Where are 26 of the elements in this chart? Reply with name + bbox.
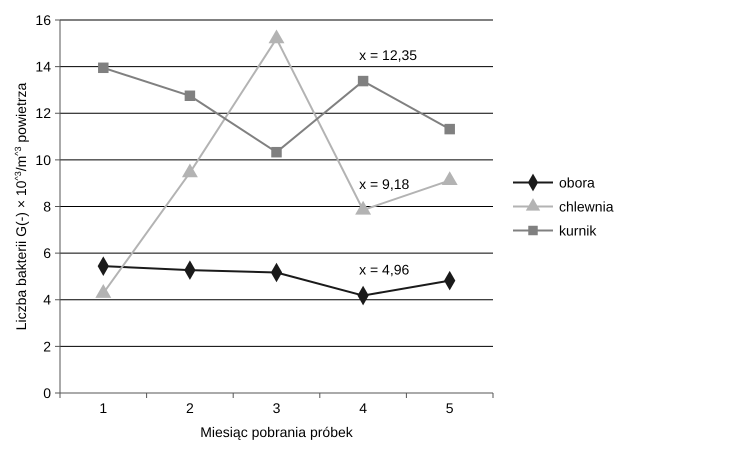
- point: [271, 146, 282, 158]
- annotation: x = 12,35: [359, 46, 418, 63]
- y-tick-label: 12: [35, 105, 52, 122]
- y-tick-label: 10: [35, 152, 52, 168]
- legend-label: kurnik: [559, 222, 598, 238]
- annotation: x = 9,18: [359, 176, 410, 192]
- y-tick-label: 2: [43, 338, 52, 354]
- legend-label: chlewnia: [559, 198, 614, 214]
- y-tick-label: 14: [35, 58, 52, 75]
- x-axis-title: Miesiąc pobrania próbek: [200, 424, 354, 440]
- y-tick-label: 6: [43, 245, 52, 262]
- x-tick-label: 4: [359, 400, 368, 416]
- x-tick-label: 2: [186, 400, 194, 416]
- point: [184, 90, 196, 102]
- y-tick-label: 16: [35, 12, 52, 28]
- y-tick-label: 8: [43, 198, 52, 214]
- x-tick-label: 3: [272, 400, 281, 416]
- x-tick-label: 5: [446, 400, 454, 416]
- annotation: x = 4,96: [359, 261, 410, 278]
- y-tick-label: 0: [43, 384, 52, 401]
- y-tick-label: 4: [43, 292, 52, 308]
- x-tick-label: 1: [99, 400, 108, 416]
- point: [98, 62, 109, 74]
- point: [444, 124, 455, 134]
- point: [358, 76, 368, 86]
- legend-label: obora: [559, 174, 596, 190]
